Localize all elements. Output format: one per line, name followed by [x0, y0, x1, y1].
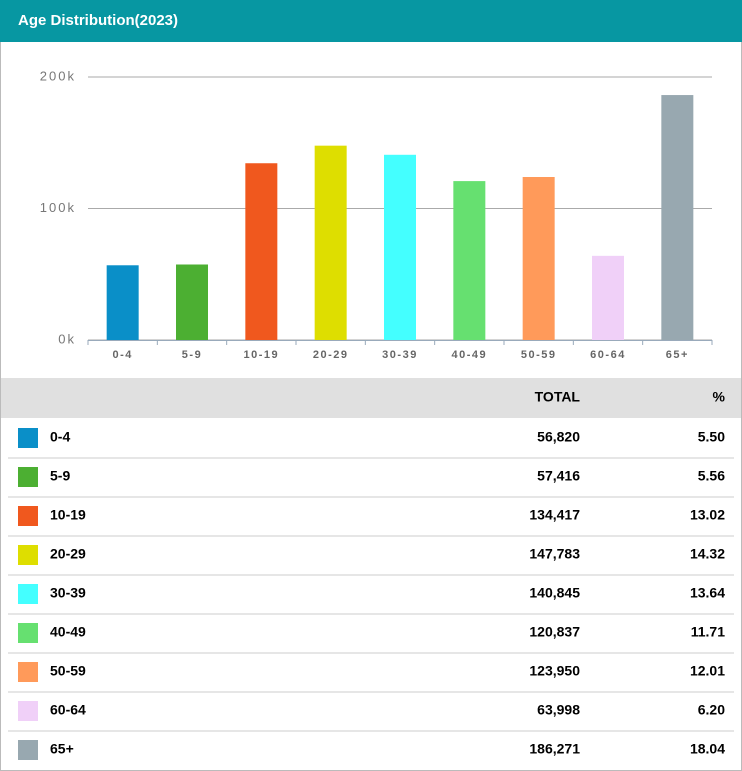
bar — [245, 163, 278, 340]
row-label: 0-4 — [50, 429, 70, 445]
row-total: 63,998 — [537, 702, 580, 718]
bar — [592, 255, 624, 340]
legend-swatch — [18, 584, 38, 604]
x-tick-label: 20-29 — [313, 349, 349, 361]
row-percent: 5.56 — [698, 468, 725, 484]
row-label: 5-9 — [50, 468, 70, 484]
row-percent: 12.01 — [690, 663, 725, 679]
row-total: 147,783 — [529, 546, 580, 562]
row-total: 57,416 — [537, 468, 580, 484]
y-tick-label: 100k — [40, 200, 76, 215]
row-percent: 5.50 — [698, 429, 725, 445]
row-percent: 11.71 — [691, 624, 725, 640]
legend-swatch — [18, 701, 38, 721]
row-label: 20-29 — [50, 546, 86, 562]
legend-swatch — [18, 506, 38, 526]
header-bar — [0, 0, 742, 42]
legend-swatch — [18, 662, 38, 682]
row-total: 186,271 — [529, 741, 580, 757]
row-percent: 6.20 — [698, 702, 725, 718]
x-tick-label: 0-4 — [112, 349, 132, 361]
row-label: 65+ — [50, 741, 74, 757]
row-percent: 13.64 — [690, 585, 725, 601]
bar — [314, 145, 347, 340]
legend-swatch — [18, 740, 38, 760]
row-total: 140,845 — [529, 585, 580, 601]
percent-header: % — [713, 389, 726, 405]
legend-swatch — [18, 428, 38, 448]
row-total: 134,417 — [529, 507, 580, 523]
x-tick-label: 40-49 — [452, 349, 488, 361]
bar — [176, 264, 208, 340]
row-total: 120,837 — [529, 624, 580, 640]
row-label: 60-64 — [50, 702, 86, 718]
legend-swatch — [18, 623, 38, 643]
x-tick-label: 65+ — [666, 349, 689, 361]
row-percent: 14.32 — [690, 546, 725, 562]
bar — [661, 95, 694, 340]
x-tick-label: 5-9 — [182, 349, 202, 361]
row-label: 40-49 — [50, 624, 86, 640]
row-percent: 18.04 — [690, 741, 725, 757]
x-tick-label: 10-19 — [244, 349, 280, 361]
row-label: 30-39 — [50, 585, 86, 601]
header-title: Age Distribution(2023) — [18, 12, 178, 29]
bar — [106, 265, 139, 340]
row-label: 10-19 — [50, 507, 86, 523]
bar — [453, 181, 486, 340]
legend-swatch — [18, 467, 38, 487]
x-tick-label: 30-39 — [382, 349, 418, 361]
row-percent: 13.02 — [690, 507, 725, 523]
row-total: 56,820 — [537, 429, 580, 445]
row-total: 123,950 — [529, 663, 580, 679]
y-tick-label: 0k — [58, 331, 76, 346]
total-header: TOTAL — [535, 389, 581, 405]
y-tick-label: 200k — [40, 68, 76, 83]
x-tick-label: 50-59 — [521, 349, 557, 361]
row-label: 50-59 — [50, 663, 86, 679]
table-header — [1, 378, 741, 418]
bar — [522, 177, 555, 340]
bar — [384, 154, 416, 340]
legend-swatch — [18, 545, 38, 565]
x-tick-label: 60-64 — [590, 349, 626, 361]
